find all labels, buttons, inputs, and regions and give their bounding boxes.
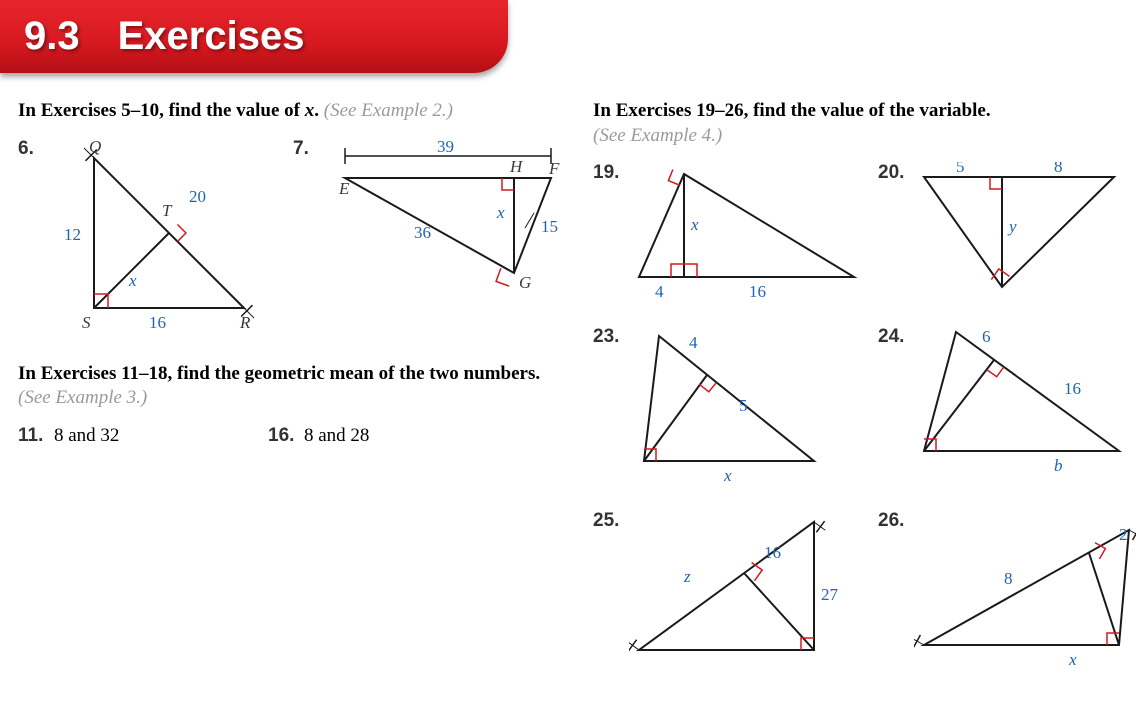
figure-23: 4 5 x (629, 326, 829, 486)
exercises-19-26-instruction: In Exercises 19–26, find the value of th… (593, 99, 1136, 148)
svg-text:16: 16 (749, 282, 766, 301)
exercises-11-18-instruction: In Exercises 11–18, find the geometric m… (18, 362, 573, 411)
svg-text:F: F (548, 159, 560, 178)
svg-text:5: 5 (739, 396, 748, 415)
svg-text:y: y (1007, 217, 1017, 236)
problem-6: 6. (18, 138, 293, 338)
problem-number: 16. (268, 425, 304, 447)
figure-26: 8 2 x (914, 510, 1136, 670)
svg-text:12: 12 (64, 225, 81, 244)
problem-number: 25. (593, 510, 629, 532)
svg-text:H: H (509, 157, 524, 176)
svg-text:15: 15 (541, 217, 558, 236)
problem-text: 8 and 28 (304, 425, 369, 447)
svg-text:G: G (519, 273, 531, 292)
svg-text:16: 16 (764, 543, 781, 562)
svg-text:x: x (496, 203, 505, 222)
svg-text:6: 6 (982, 327, 991, 346)
problem-number: 24. (878, 326, 914, 348)
problem-16: 16. 8 and 28 (268, 425, 369, 447)
problem-26: 26. (878, 510, 1136, 670)
problem-24: 24. 6 16 b (878, 326, 1134, 486)
svg-text:2: 2 (1119, 525, 1128, 544)
figure-19: x 4 16 (629, 162, 864, 302)
problem-number: 7. (293, 138, 329, 160)
problem-number: 23. (593, 326, 629, 348)
svg-text:4: 4 (689, 333, 698, 352)
svg-text:x: x (723, 466, 732, 485)
svg-text:R: R (239, 313, 251, 332)
svg-text:z: z (683, 567, 691, 586)
section-header: 9.3 Exercises (0, 0, 508, 73)
right-column: In Exercises 19–26, find the value of th… (593, 99, 1136, 694)
svg-text:S: S (82, 313, 91, 332)
svg-text:E: E (338, 179, 350, 198)
svg-text:4: 4 (655, 282, 664, 301)
svg-text:8: 8 (1004, 569, 1013, 588)
svg-text:20: 20 (189, 187, 206, 206)
problem-number: 20. (878, 162, 914, 184)
problem-20: 20. 5 8 y (878, 162, 1124, 302)
svg-text:16: 16 (149, 313, 166, 332)
problem-23: 23. 4 5 x (593, 326, 878, 486)
left-column: In Exercises 5–10, find the value of x. … (18, 99, 573, 694)
svg-text:27: 27 (821, 585, 839, 604)
svg-text:39: 39 (437, 138, 454, 156)
problem-19: 19. x 4 16 (593, 162, 878, 302)
page-content: In Exercises 5–10, find the value of x. … (0, 73, 1136, 720)
figure-25: z 16 27 (629, 510, 849, 670)
svg-text:Q: Q (89, 138, 101, 156)
problem-11: 11. 8 and 32 (18, 425, 268, 447)
svg-text:5: 5 (956, 162, 965, 176)
section-title: Exercises (118, 14, 305, 59)
figure-7: 39 E H F G 36 15 x (329, 138, 569, 308)
exercises-5-10-instruction: In Exercises 5–10, find the value of x. … (18, 99, 573, 124)
figure-24: 6 16 b (914, 326, 1134, 476)
problem-number: 19. (593, 162, 629, 184)
svg-text:b: b (1054, 456, 1063, 475)
problem-7: 7. (293, 138, 573, 338)
problem-number: 6. (18, 138, 54, 160)
figure-6: Q S R T 12 16 20 x (54, 138, 274, 338)
svg-text:x: x (690, 215, 699, 234)
figure-20: 5 8 y (914, 162, 1124, 302)
problem-number: 11. (18, 425, 54, 447)
problem-text: 8 and 32 (54, 425, 119, 447)
svg-text:16: 16 (1064, 379, 1081, 398)
section-number: 9.3 (24, 14, 80, 59)
svg-text:8: 8 (1054, 162, 1063, 176)
svg-text:x: x (1068, 650, 1077, 669)
svg-text:36: 36 (414, 223, 431, 242)
problem-number: 26. (878, 510, 914, 532)
svg-text:x: x (128, 271, 137, 290)
svg-text:T: T (162, 201, 173, 220)
problem-25: 25. (593, 510, 878, 670)
